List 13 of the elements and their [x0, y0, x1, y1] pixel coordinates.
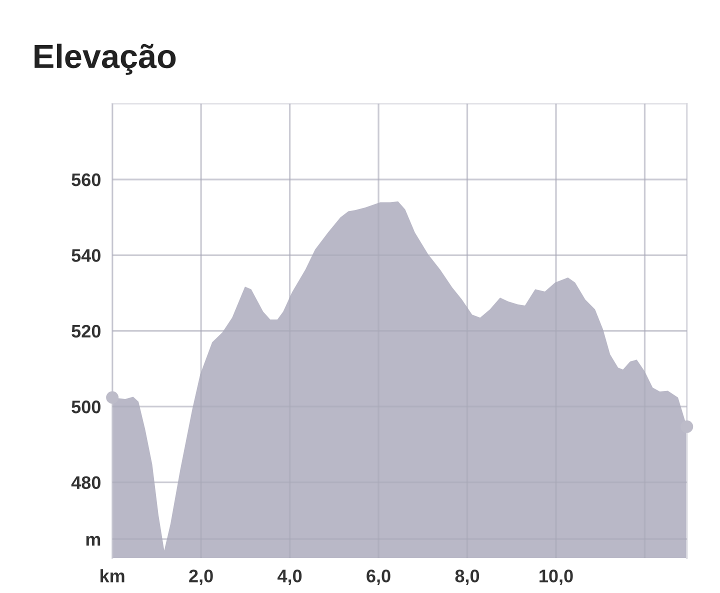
y-tick-label: 500 — [72, 400, 100, 414]
chart-title: Elevação — [34, 44, 176, 75]
y-tick-label: m — [86, 536, 100, 546]
x-tick-label: 2,0 — [189, 570, 213, 586]
x-tick-label: km — [100, 569, 124, 582]
x-tick-label: 8,0 — [455, 570, 480, 586]
x-tick-label: 10,0 — [540, 570, 573, 586]
y-tick-label: 540 — [72, 249, 100, 262]
x-tick-label: 6,0 — [366, 570, 390, 586]
y-tick-label: 560 — [72, 173, 100, 186]
x-tick-label: 4,0 — [278, 570, 302, 586]
y-tick-label: 480 — [71, 476, 100, 490]
y-tick-label: 520 — [72, 324, 100, 338]
